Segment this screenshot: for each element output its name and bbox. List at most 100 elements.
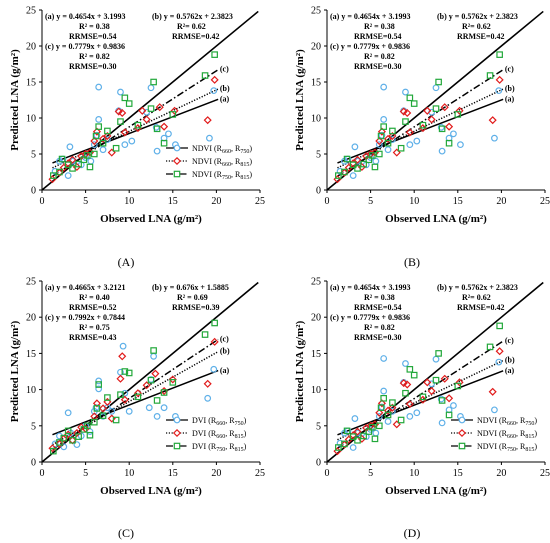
data-point-square <box>410 100 418 107</box>
data-point-square <box>349 433 357 440</box>
data-point-square <box>99 412 107 419</box>
equation-a-rrmse: RRMSE=0.54 <box>354 303 401 312</box>
data-point-diamond <box>120 128 129 137</box>
equation-c-rrmse: RRMSE=0.30 <box>354 62 401 71</box>
data-point-diamond <box>203 116 212 125</box>
data-point-circle <box>121 141 129 149</box>
x-tick-label: 0 <box>325 196 330 207</box>
legend-marker-diamond <box>172 428 182 438</box>
x-tick-label: 15 <box>453 196 463 207</box>
data-point-square <box>134 121 142 129</box>
data-point-square <box>99 139 107 147</box>
data-point-square <box>384 411 392 419</box>
x-axis-title: Observed LNA (g/m²) <box>385 485 487 497</box>
y-tick-label: 5 <box>316 421 321 432</box>
data-point-square <box>95 123 102 130</box>
chart-panel-d: 0 5 10 15 20 25 0 5 10 15 20 25 Observed LNA (g/m²) P… <box>294 277 550 541</box>
data-point-square <box>371 435 379 443</box>
equation-c-rrmse: RRMSE=0.30 <box>354 333 401 342</box>
data-point-circle <box>402 88 409 96</box>
data-point-circle <box>384 418 392 425</box>
data-point-square <box>365 156 373 164</box>
legend-marker-square <box>458 442 466 450</box>
data-point-circle <box>495 87 503 95</box>
data-point-square <box>153 397 161 404</box>
data-point-circle <box>349 444 357 451</box>
data-point-square <box>147 376 155 384</box>
data-point-diamond <box>427 115 436 124</box>
data-point-diamond <box>403 108 412 118</box>
data-point-circle <box>380 355 388 362</box>
data-point-diamond <box>142 381 151 390</box>
data-point-diamond <box>495 75 504 84</box>
data-point-circle <box>153 412 161 420</box>
data-point-square <box>50 447 57 455</box>
regression-line-a <box>52 369 219 436</box>
data-point-square <box>419 121 427 129</box>
data-point-square <box>211 51 218 58</box>
legend-subscript: 750 <box>507 447 516 453</box>
data-point-diamond <box>203 379 212 388</box>
data-point-diamond <box>90 136 99 146</box>
data-point-circle <box>60 443 68 451</box>
legend-text: , R <box>516 442 526 451</box>
data-point-square <box>435 78 442 86</box>
data-point-diamond <box>168 375 177 384</box>
x-tick-label: 25 <box>540 196 550 207</box>
x-tick-label: 0 <box>325 468 330 479</box>
equation-b-rrmse: RRMSE=0.42 <box>457 32 504 41</box>
data-point-circle <box>99 146 107 154</box>
data-point-circle <box>491 134 498 142</box>
legend-text: NDVI (R <box>477 416 508 425</box>
data-point-diamond <box>68 155 77 164</box>
y-axis-title: Predicted LNA (g/m²) <box>9 320 21 422</box>
legend-subscript: 660 <box>216 421 225 427</box>
data-point-diamond <box>427 386 436 396</box>
data-point-circle <box>145 404 153 412</box>
equation-a-rrmse: RRMSE=0.54 <box>69 32 116 41</box>
data-point-square <box>56 439 63 446</box>
y-tick-label: 20 <box>26 42 36 53</box>
x-axis-title: Observed LNA (g/m²) <box>385 213 487 225</box>
data-point-diamond <box>92 127 101 136</box>
data-point-square <box>335 444 342 451</box>
data-point-square <box>445 411 453 419</box>
data-point-diamond <box>377 399 386 408</box>
data-point-square <box>125 369 133 377</box>
legend-text: ) <box>249 157 252 166</box>
data-point-diamond <box>48 444 57 453</box>
equation-a-r2: R² = 0.40 <box>79 293 110 302</box>
data-point-diamond <box>488 387 497 396</box>
data-point-circle <box>210 87 218 95</box>
data-point-square <box>384 139 392 147</box>
data-point-square <box>335 172 342 179</box>
y-tick-label: 25 <box>311 277 321 288</box>
data-point-square <box>117 118 124 125</box>
data-point-diamond <box>210 337 219 346</box>
line-tag-a: (a) <box>505 95 515 104</box>
data-point-square <box>93 405 101 412</box>
data-point-square <box>419 393 427 401</box>
data-point-square <box>121 368 129 375</box>
data-point-circle <box>437 395 445 403</box>
line-tag-a: (a) <box>505 366 515 375</box>
data-point-square <box>211 319 218 327</box>
equation-c-rrmse: RRMSE=0.43 <box>69 333 116 342</box>
equation-b-rrmse: RRMSE=0.42 <box>457 303 504 312</box>
data-point-square <box>134 393 142 401</box>
x-axis-title: Observed LNA (g/m²) <box>100 485 202 497</box>
legend-marker-diamond <box>457 428 467 438</box>
data-point-circle <box>90 141 98 149</box>
data-point-circle <box>378 403 386 411</box>
data-point-square <box>410 371 418 379</box>
equation-a: (a) y = 0.4665x + 3.2121 <box>45 283 125 292</box>
legend-text: ) <box>244 416 247 425</box>
y-tick-label: 15 <box>26 78 36 89</box>
data-point-circle <box>103 136 111 144</box>
equation-b-rrmse: RRMSE=0.39 <box>172 303 219 312</box>
data-point-square <box>432 105 440 112</box>
equation-c: (c) y = 0.7779x + 0.9836 <box>330 42 410 51</box>
data-point-square <box>402 389 409 397</box>
data-point-circle <box>413 409 421 417</box>
data-point-square <box>360 160 367 168</box>
